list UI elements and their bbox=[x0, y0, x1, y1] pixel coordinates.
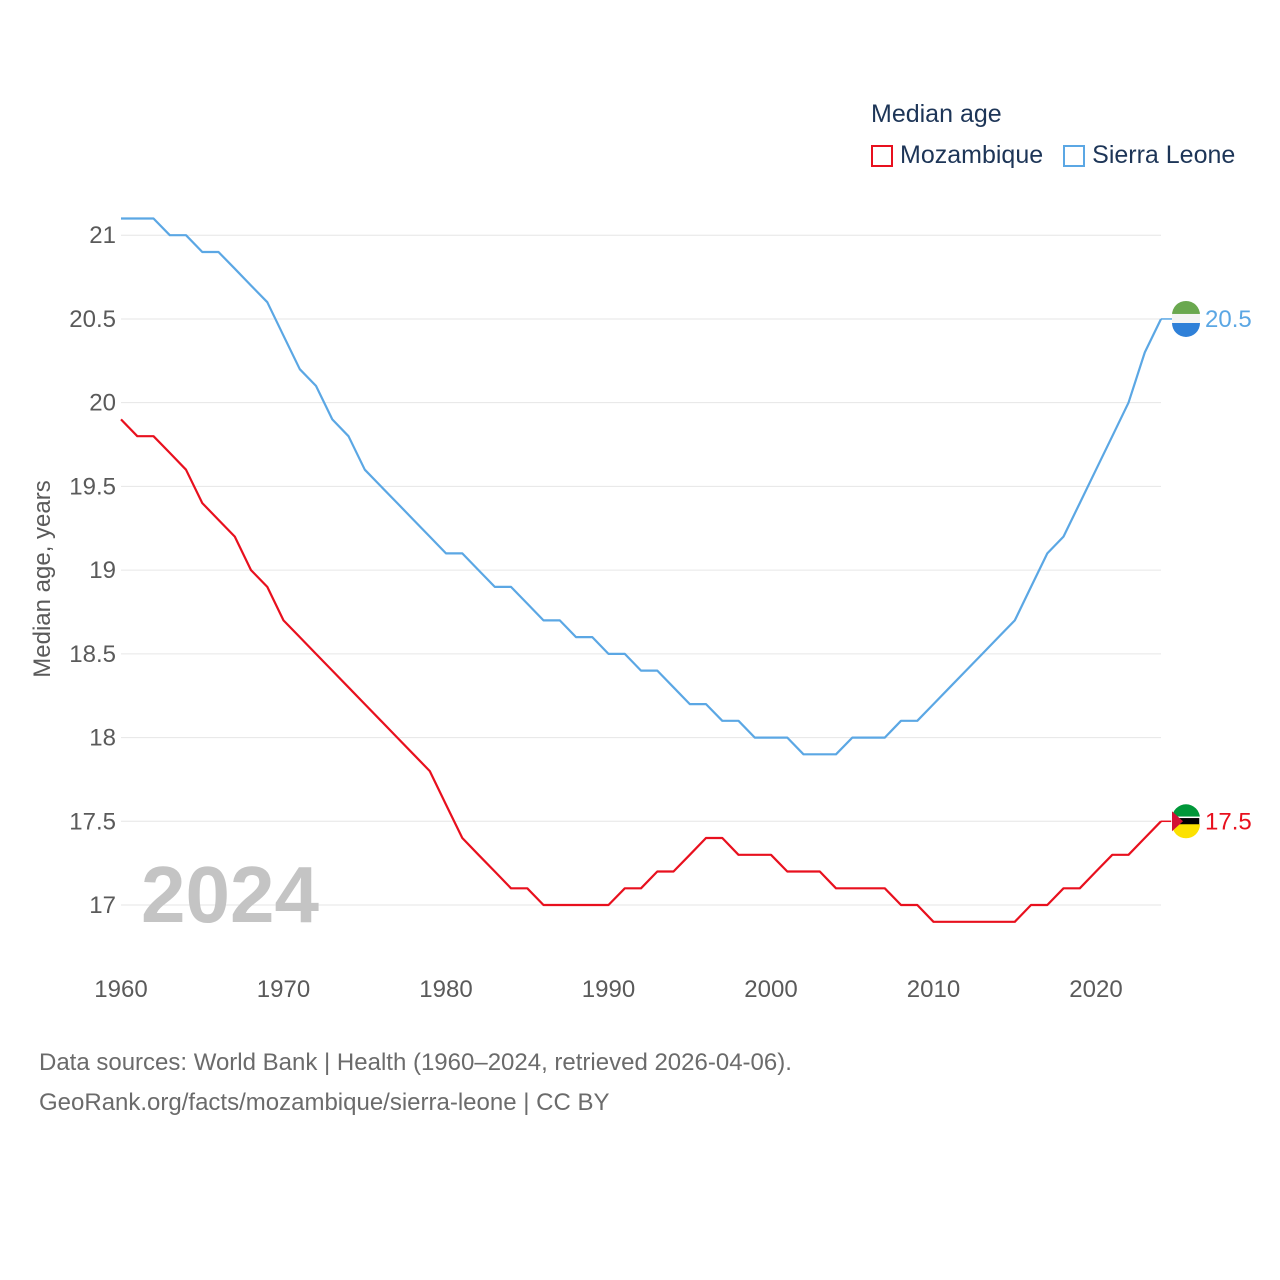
attribution-link[interactable]: GeoRank.org/facts/mozambique/sierra-leon… bbox=[39, 1089, 610, 1116]
x-tick-label: 1990 bbox=[582, 976, 635, 1003]
x-tick-label: 1960 bbox=[94, 976, 147, 1003]
x-tick-label: 2020 bbox=[1069, 976, 1122, 1003]
x-tick-label: 1980 bbox=[419, 976, 472, 1003]
end-value-label-sierra-leone: 20.5 bbox=[1205, 306, 1252, 333]
y-tick-label: 18 bbox=[89, 725, 116, 752]
series-end-markers: 17.5 20.5 bbox=[1161, 300, 1252, 839]
legend-swatch-sierra-leone bbox=[1063, 144, 1086, 167]
y-tick-label: 21 bbox=[89, 222, 116, 249]
flag-band bbox=[1172, 322, 1200, 337]
y-tick-label: 18.5 bbox=[69, 641, 116, 668]
x-tick-label: 2000 bbox=[744, 976, 797, 1003]
series-lines bbox=[120, 217, 1162, 923]
x-axis-ticks: 1960 1970 1980 1990 2000 2010 2020 bbox=[94, 976, 1122, 1003]
flag-band bbox=[1172, 811, 1183, 832]
legend-title: Median age bbox=[871, 100, 1002, 128]
year-overlay: 2024 bbox=[141, 850, 319, 939]
y-tick-label: 20 bbox=[89, 390, 116, 417]
flag-band bbox=[1172, 804, 1200, 819]
flag-icon-sierra-leone bbox=[1172, 300, 1200, 337]
flag-band bbox=[1172, 313, 1200, 324]
legend-item-mozambique[interactable]: Mozambique bbox=[871, 141, 1043, 170]
legend-swatch-mozambique bbox=[871, 144, 893, 167]
y-tick-label: 17.5 bbox=[69, 808, 116, 835]
data-sources: Data sources: World Bank | Health (1960–… bbox=[39, 1043, 792, 1123]
y-axis-ticks: 17 17.5 18 18.5 19 19.5 20 20.5 21 bbox=[69, 222, 116, 919]
y-tick-label: 19.5 bbox=[69, 473, 116, 500]
y-axis-label: Median age, years bbox=[29, 480, 56, 677]
flag-icon-mozambique bbox=[1171, 804, 1201, 839]
flag-band bbox=[1172, 824, 1200, 839]
y-tick-label: 20.5 bbox=[69, 306, 116, 333]
grid-lines bbox=[121, 234, 1161, 906]
series-line-sierra-leone bbox=[121, 217, 1162, 756]
y-tick-label: 17 bbox=[89, 892, 116, 919]
x-tick-label: 1970 bbox=[257, 976, 310, 1003]
sources-line: Data sources: World Bank | Health (1960–… bbox=[39, 1049, 792, 1076]
end-value-label-mozambique: 17.5 bbox=[1205, 808, 1252, 835]
series-line-mozambique bbox=[120, 418, 1162, 923]
legend-label-sierra-leone: Sierra Leone bbox=[1092, 141, 1236, 169]
legend-label-mozambique: Mozambique bbox=[900, 141, 1044, 169]
legend-item-sierra-leone[interactable]: Sierra Leone bbox=[1063, 141, 1235, 170]
x-tick-label: 2010 bbox=[907, 976, 960, 1003]
legend: Mozambique Sierra Leone bbox=[871, 141, 1235, 170]
flag-band bbox=[1172, 300, 1200, 315]
y-tick-label: 19 bbox=[89, 557, 116, 584]
